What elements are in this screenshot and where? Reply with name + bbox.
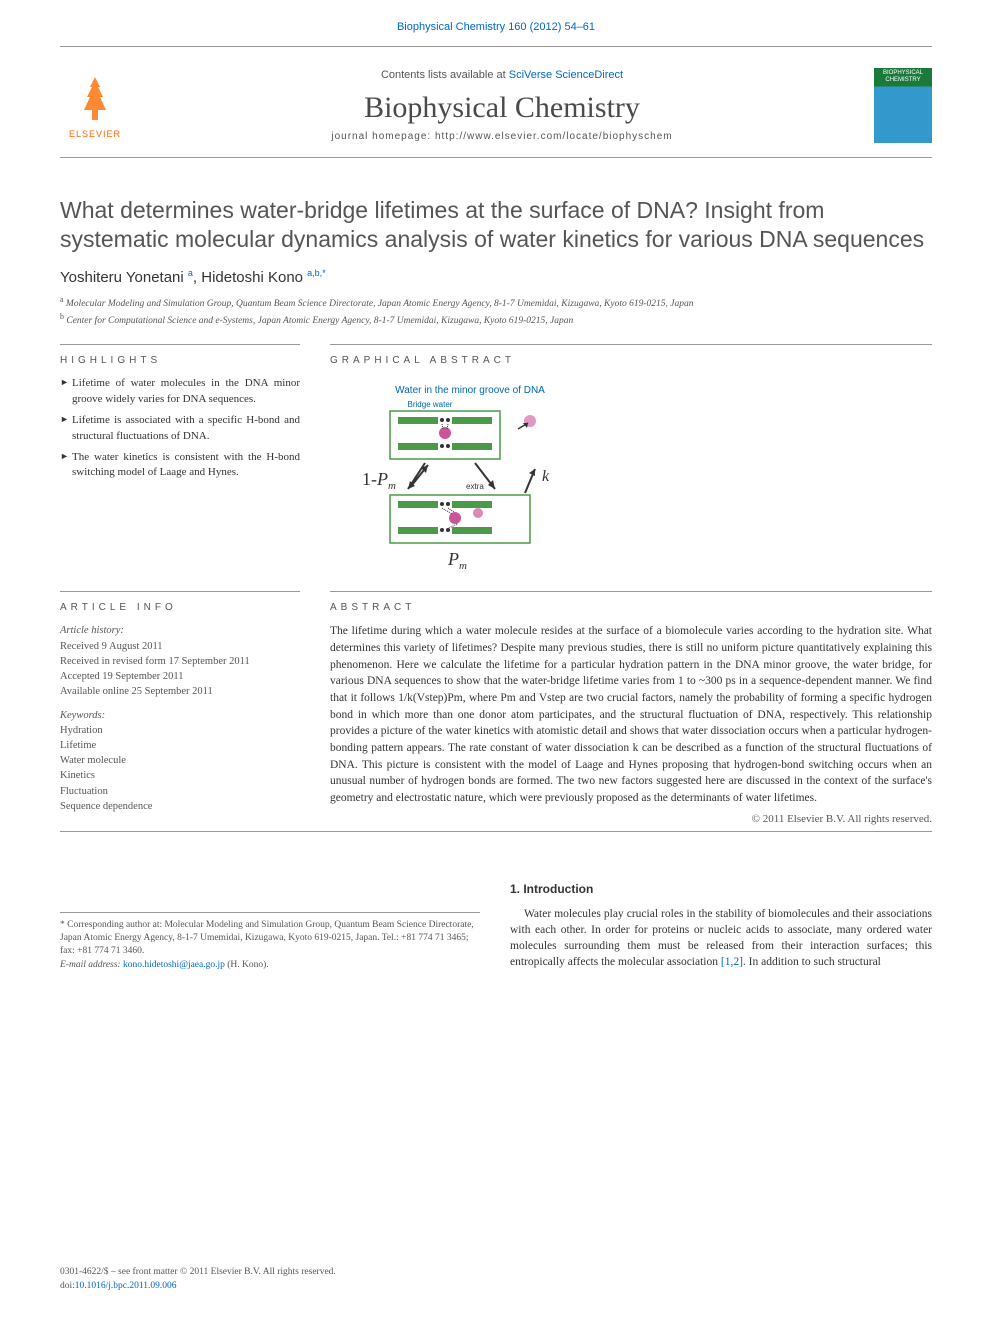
graphical-abstract: Water in the minor groove of DNA Bridge … <box>330 376 932 571</box>
history-label: Article history: <box>60 623 300 638</box>
svg-text:1-Pm: 1-Pm <box>362 469 396 492</box>
highlight-item: The water kinetics is consistent with th… <box>60 450 300 481</box>
affiliations: a Molecular Modeling and Simulation Grou… <box>0 294 992 345</box>
page-header: Biophysical Chemistry 160 (2012) 54–61 <box>0 0 992 42</box>
affiliation-text: Center for Computational Science and e-S… <box>66 316 573 326</box>
highlights-row: HIGHLIGHTS Lifetime of water molecules i… <box>0 344 992 571</box>
sciencedirect-link[interactable]: SciVerse ScienceDirect <box>509 69 623 81</box>
keyword: Water molecule <box>60 753 300 768</box>
intro-heading: 1. Introduction <box>510 882 932 896</box>
body-section: * Corresponding author at: Molecular Mod… <box>0 832 992 972</box>
author[interactable]: Yoshiteru Yonetani a <box>60 269 193 286</box>
elsevier-text: ELSEVIER <box>69 129 121 139</box>
homepage-line: journal homepage: http://www.elsevier.co… <box>130 131 874 142</box>
corresponding-note: * Corresponding author at: Molecular Mod… <box>60 912 480 972</box>
article-info-label: ARTICLE INFO <box>60 591 300 613</box>
highlights-label: HIGHLIGHTS <box>60 344 300 366</box>
history-item: Available online 25 September 2011 <box>60 684 300 699</box>
svg-text:Bridge water: Bridge water <box>408 400 453 409</box>
email-link[interactable]: kono.hidetoshi@jaea.go.jp <box>123 960 225 970</box>
keyword: Hydration <box>60 723 300 738</box>
footer-copyright: 0301-4622/$ – see front matter © 2011 El… <box>60 1266 336 1279</box>
journal-banner: ELSEVIER Contents lists available at Sci… <box>0 51 992 153</box>
highlight-item: Lifetime of water molecules in the DNA m… <box>60 376 300 407</box>
contents-line: Contents lists available at SciVerse Sci… <box>130 69 874 81</box>
svg-text:extra: extra <box>466 482 484 491</box>
reference-link[interactable]: [1,2] <box>721 956 743 968</box>
svg-text:Water in the minor groove of D: Water in the minor groove of DNA <box>395 385 545 396</box>
affiliation-text: Molecular Modeling and Simulation Group,… <box>66 299 694 309</box>
article-info: Article history: Received 9 August 2011 … <box>60 623 300 814</box>
elsevier-logo[interactable]: ELSEVIER <box>60 65 130 145</box>
author-list: Yoshiteru Yonetani a, Hidetoshi Kono a,b… <box>0 268 992 294</box>
homepage-url[interactable]: http://www.elsevier.com/locate/biophysch… <box>435 131 673 142</box>
highlight-item: Lifetime is associated with a specific H… <box>60 413 300 444</box>
history-item: Received in revised form 17 September 20… <box>60 654 300 669</box>
page-footer: 0301-4622/$ – see front matter © 2011 El… <box>60 1266 336 1293</box>
keyword: Sequence dependence <box>60 799 300 814</box>
keyword: Fluctuation <box>60 784 300 799</box>
history-item: Accepted 19 September 2011 <box>60 669 300 684</box>
article-title: What determines water-bridge lifetimes a… <box>0 162 992 268</box>
copyright: © 2011 Elsevier B.V. All rights reserved… <box>330 813 932 825</box>
corresponding-star-icon: * <box>322 268 326 278</box>
highlights-list: Lifetime of water molecules in the DNA m… <box>60 376 300 480</box>
journal-name: Biophysical Chemistry <box>130 91 874 125</box>
graphical-abstract-svg: Water in the minor groove of DNA Bridge … <box>330 381 610 571</box>
history-item: Received 9 August 2011 <box>60 639 300 654</box>
intro-paragraph: Water molecules play crucial roles in th… <box>510 906 932 970</box>
svg-text:k: k <box>542 468 550 485</box>
rule-bottom <box>60 157 932 158</box>
keyword: Lifetime <box>60 738 300 753</box>
graphical-abstract-label: GRAPHICAL ABSTRACT <box>330 344 932 366</box>
abstract-row: ARTICLE INFO Article history: Received 9… <box>0 591 992 824</box>
svg-text:Pm: Pm <box>447 549 467 571</box>
keywords-label: Keywords: <box>60 708 300 723</box>
keyword: Kinetics <box>60 768 300 783</box>
rule-top <box>60 46 932 47</box>
journal-cover-icon[interactable]: BIOPHYSICAL CHEMISTRY <box>874 68 932 143</box>
abstract-label: ABSTRACT <box>330 591 932 613</box>
doi-link[interactable]: 10.1016/j.bpc.2011.09.006 <box>75 1281 177 1291</box>
author[interactable]: Hidetoshi Kono a,b,* <box>201 269 325 286</box>
citation[interactable]: Biophysical Chemistry 160 (2012) 54–61 <box>397 21 595 33</box>
elsevier-tree-icon <box>70 72 120 127</box>
abstract-text: The lifetime during which a water molecu… <box>330 623 932 806</box>
